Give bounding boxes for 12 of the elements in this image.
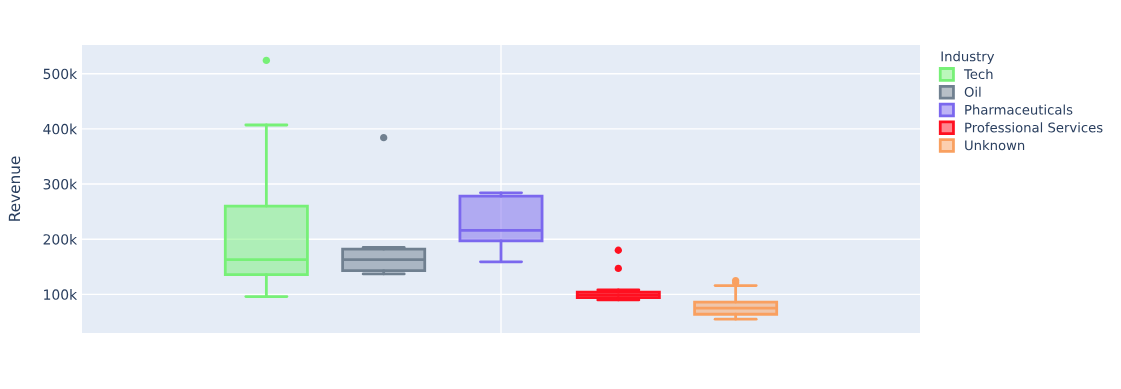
- y-axis-title: Revenue: [8, 156, 21, 221]
- legend-title: Industry: [941, 51, 995, 64]
- y-tick-label: 300k: [43, 178, 78, 190]
- y-tick-label: 200k: [43, 233, 78, 245]
- legend-label: Unknown: [965, 140, 1025, 151]
- legend-label: Tech: [963, 68, 993, 80]
- legend-label: Oil: [964, 86, 981, 97]
- legend-label: Professional Services: [965, 122, 1103, 133]
- legend-label: Pharmaceuticals: [965, 104, 1073, 115]
- y-tick-label: 100k: [44, 289, 78, 300]
- y-tick-label: 400k: [43, 123, 78, 135]
- y-tick-label: 500k: [43, 68, 78, 80]
